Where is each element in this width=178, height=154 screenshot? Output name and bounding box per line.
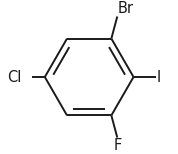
Text: Br: Br — [117, 1, 133, 16]
Text: Cl: Cl — [7, 69, 22, 85]
Text: F: F — [113, 138, 121, 153]
Text: I: I — [156, 69, 161, 85]
